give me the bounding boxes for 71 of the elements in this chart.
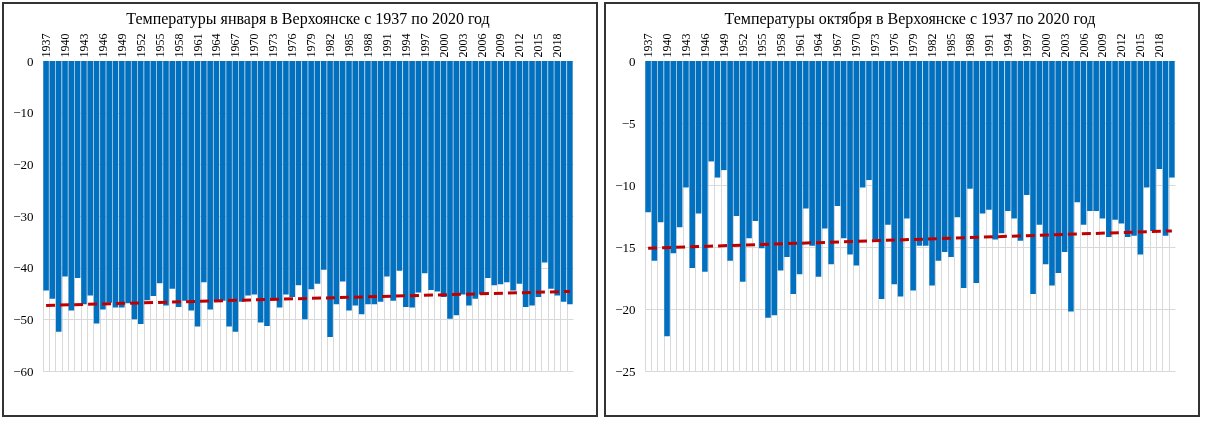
x-tick-label: 2015 [531, 33, 546, 58]
x-tick-label: 1958 [773, 33, 788, 58]
x-tick-label: 1982 [323, 33, 338, 58]
y-tick-label: −20 [615, 301, 636, 317]
x-tick-label: 1961 [190, 33, 205, 58]
x-tick-label: 1973 [266, 33, 281, 58]
x-tick-label: 2009 [1095, 33, 1110, 58]
x-tick-label: 1964 [209, 33, 224, 58]
y-tick-label: −50 [13, 311, 34, 327]
y-tick-label: −25 [615, 363, 636, 379]
x-tick-label: 2000 [436, 33, 451, 58]
x-tick-label: 2018 [550, 33, 565, 58]
x-tick-label: 2012 [512, 33, 527, 58]
x-tick-label: 2012 [1114, 33, 1129, 58]
x-tick-label: 1967 [830, 33, 845, 58]
x-tick-label: 1994 [1000, 33, 1015, 58]
x-tick-label: 1961 [792, 33, 807, 58]
x-tick-label: 2006 [474, 33, 489, 58]
x-tick-label: 2009 [493, 33, 508, 58]
x-tick-label: 1955 [754, 33, 769, 58]
x-tick-label: 1991 [981, 33, 996, 58]
x-tick-label: 1946 [697, 33, 712, 58]
chart-title: Температуры января в Верхоянске с 1937 по 2020 год [126, 10, 490, 28]
x-tick-label: 1940 [660, 33, 675, 58]
x-tick-label: 1991 [379, 33, 394, 58]
x-tick-label: 1940 [58, 33, 73, 58]
x-tick-label: 1979 [304, 33, 319, 58]
x-tick-label: 1976 [887, 33, 902, 58]
y-tick-label: −10 [13, 105, 34, 121]
x-tick-label: 2015 [1133, 33, 1148, 58]
y-tick-label: −60 [13, 363, 34, 379]
y-tick-label: −15 [615, 239, 636, 255]
y-tick-label: −10 [615, 177, 636, 193]
x-tick-label: 2018 [1152, 33, 1167, 58]
x-tick-label: 1937 [641, 33, 656, 58]
x-tick-label: 1988 [360, 33, 375, 58]
x-tick-label: 1997 [1019, 33, 1034, 58]
x-tick-label: 1967 [228, 33, 243, 58]
x-tick-label: 1988 [962, 33, 977, 58]
x-tick-label: 1982 [925, 33, 940, 58]
x-tick-label: 1970 [247, 33, 262, 58]
y-tick-label: 0 [629, 53, 636, 69]
x-tick-label: 1976 [285, 33, 300, 58]
y-tick-label: 0 [27, 53, 34, 69]
x-tick-label: 1943 [76, 33, 91, 58]
x-tick-label: 2003 [1057, 33, 1072, 58]
y-tick-label: −5 [621, 115, 636, 131]
x-tick-label: 1949 [716, 33, 731, 58]
x-tick-label: 1952 [735, 33, 750, 58]
y-tick-label: −40 [13, 260, 34, 276]
x-tick-label: 2006 [1076, 33, 1091, 58]
x-tick-label: 1964 [811, 33, 826, 58]
x-tick-label: 1952 [133, 33, 148, 58]
x-tick-label: 1997 [417, 33, 432, 58]
x-tick-label: 1985 [342, 33, 357, 58]
x-tick-label: 1937 [39, 33, 54, 58]
y-tick-label: −30 [13, 208, 34, 224]
x-tick-label: 1979 [906, 33, 921, 58]
x-tick-label: 1946 [95, 33, 110, 58]
x-tick-label: 1949 [114, 33, 129, 58]
x-tick-label: 1973 [868, 33, 883, 58]
chart-title: Температуры октября в Верхоянске с 1937 по 2020 год [724, 10, 1096, 28]
x-tick-label: 1985 [944, 33, 959, 58]
y-tick-label: −20 [13, 156, 34, 172]
x-tick-label: 2003 [455, 33, 470, 58]
x-tick-label: 1970 [849, 33, 864, 58]
x-tick-label: 1955 [152, 33, 167, 58]
x-tick-label: 1994 [398, 33, 413, 58]
x-tick-label: 1943 [678, 33, 693, 58]
x-tick-label: 2000 [1038, 33, 1053, 58]
x-tick-label: 1958 [171, 33, 186, 58]
